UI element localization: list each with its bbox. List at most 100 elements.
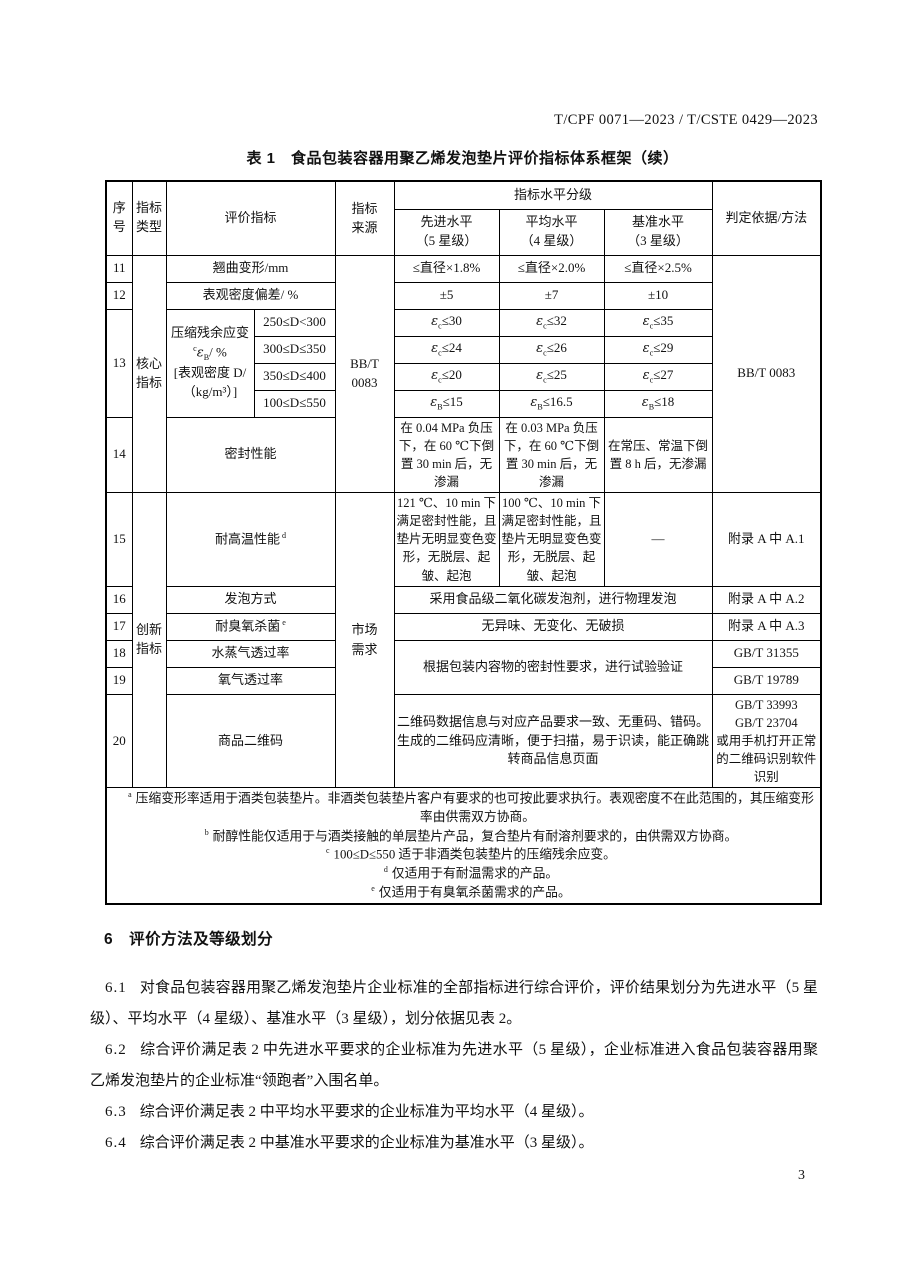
level-value-cell: 在常压、常温下倒置 8 h 后，无渗漏 xyxy=(603,416,713,493)
epsilon-subscript: c xyxy=(543,375,547,385)
epsilon-subscript: c xyxy=(438,375,442,385)
clause-number: 6.3 xyxy=(105,1104,127,1121)
section-6: 6 评价方法及等级划分 6.1 对食品包装容器用聚乙烯发泡垫片企业标准的全部指标进行… xyxy=(90,927,818,1159)
epsilon-symbol: ε xyxy=(536,341,544,357)
table-header-row: 先进水平 （5 星级） 平均水平 （4 星级） 基准水平 （3 星级） xyxy=(106,208,821,256)
footnote: b 耐醇性能仅适用于与酒类接触的单层垫片产品，复合垫片有耐溶剂要求的，由供需双方协… xyxy=(109,827,818,846)
epsilon-symbol: ε xyxy=(530,395,538,411)
level-value-cell: ≤直径×2.0% xyxy=(498,254,605,283)
header-source-label: 指标来源 xyxy=(351,200,378,236)
level-name: 基准水平 xyxy=(632,214,685,230)
basis-cell: 附录 A 中 A.2 xyxy=(711,585,822,614)
clause-text: 综合评价满足表 2 中先进水平要求的企业标准为先进水平（5 星级），企业标准进入… xyxy=(90,1041,818,1089)
level-value: ≤25 xyxy=(546,367,567,383)
level-value-cell: εc≤29 xyxy=(603,335,713,364)
level-value-cell: ≤直径×2.5% xyxy=(603,254,713,283)
epsilon-symbol: ε xyxy=(431,314,439,330)
epsilon-symbol: ε xyxy=(536,368,544,384)
level-value: ≤20 xyxy=(441,367,462,383)
indicator-cell: 表观密度偏差/ % xyxy=(165,281,336,310)
header-basis: 判定依据/方法 xyxy=(711,180,822,256)
source-market-cell: 市场需求 xyxy=(334,491,395,789)
epsilon-subscript: c xyxy=(649,375,654,385)
level-value-cell: 121 ℃、10 min 下满足密封性能，且垫片无明显变色变形，无脱层、起皱、起… xyxy=(393,492,500,587)
clause-6-4: 6.4 综合评价满足表 2 中基准水平要求的企业标准为基准水平（3 星级）。 xyxy=(90,1128,818,1159)
merged-value-cell: 根据包装内容物的密封性要求，进行试验验证 xyxy=(393,639,713,695)
epsilon-subscript: c xyxy=(543,321,547,331)
footnote-marker: c xyxy=(326,846,330,856)
row-number-cell: 14 xyxy=(105,416,133,493)
table-row: 13 压缩残余应变 cεB/ % [表观密度 D/ （kg/m³）] 250≤D… xyxy=(105,308,821,418)
header-type: 指标类型 xyxy=(131,180,167,256)
level-value-cell: 100 ℃、10 min 下满足密封性能，且垫片无明显变色变形，无脱层、起皱、起… xyxy=(498,492,605,587)
indicator-cell: 氧气透过率 xyxy=(165,666,336,695)
density-range-cell: 350≤D≤400 xyxy=(253,362,336,391)
level-value: ≤35 xyxy=(653,313,674,329)
footnote: c 100≤D≤550 适于非酒类包装垫片的压缩残余应变。 xyxy=(109,845,818,864)
level-value: ≤18 xyxy=(654,394,675,410)
indicator-line: （kg/m³）] xyxy=(182,383,238,399)
level-value: ≤30 xyxy=(441,313,462,329)
epsilon-subscript: c xyxy=(543,348,547,358)
level-value-cell: — xyxy=(603,492,713,587)
epsilon-symbol: ε xyxy=(431,341,439,357)
table-row: 20 商品二维码 二维码数据信息与对应产品要求一致、无重码、错码。生成的二维码应… xyxy=(105,693,822,789)
table-row: 17 耐臭氧杀菌 e 无异味、无变化、无破损 附录 A 中 A.3 xyxy=(105,612,822,641)
header-level-baseline: 基准水平 （3 星级） xyxy=(603,208,713,256)
level-value-cell: εc≤26 xyxy=(498,335,605,364)
epsilon-symbol: ε xyxy=(536,314,544,330)
indicator-cell: 翘曲变形/mm xyxy=(165,254,336,283)
section-heading: 6 评价方法及等级划分 xyxy=(90,927,818,949)
footnote: a 压缩变形率适用于酒类包装垫片。非酒类包装垫片客户有要求的也可按此要求执行。表观… xyxy=(109,789,818,826)
row-number-cell: 16 xyxy=(105,585,133,614)
evaluation-indicator-table: 序号 指标类型 评价指标 指标来源 指标水平分级 判定依据/方法 先进水平 （5… xyxy=(105,180,823,905)
clause-text: 综合评价满足表 2 中平均水平要求的企业标准为平均水平（4 星级）。 xyxy=(139,1104,594,1121)
clause-6-3: 6.3 综合评价满足表 2 中平均水平要求的企业标准为平均水平（4 星级）。 xyxy=(90,1097,818,1128)
footnote: d 仅适用于有耐温需求的产品。 xyxy=(109,864,818,883)
indicator-cell: 发泡方式 xyxy=(165,585,336,614)
level-name: 平均水平 xyxy=(525,214,578,230)
level-star: （5 星级） xyxy=(415,233,478,248)
clause-6-1: 6.1 对食品包装容器用聚乙烯发泡垫片企业标准的全部指标进行综合评价，评价结果划分… xyxy=(90,973,818,1035)
epsilon-symbol: ε xyxy=(642,368,650,384)
footnote-marker: a xyxy=(128,790,132,800)
level-value: ≤26 xyxy=(546,340,567,356)
epsilon-subscript: B xyxy=(437,402,443,412)
footnote-marker: d xyxy=(383,865,388,875)
density-range-cell: 250≤D<300 xyxy=(253,308,336,337)
header-level-average: 平均水平 （4 星级） xyxy=(498,208,605,256)
row-number-cell: 18 xyxy=(105,639,133,668)
group-innovation-cell: 创新指标 xyxy=(131,491,167,789)
table-row: 14 密封性能 在 0.04 MPa 负压下，在 60 ℃下倒置 30 min … xyxy=(105,416,821,493)
epsilon-symbol: ε xyxy=(196,345,204,361)
header-level-group: 指标水平分级 xyxy=(393,180,713,210)
level-star: （3 星级） xyxy=(627,233,689,248)
epsilon-subscript: c xyxy=(438,348,442,358)
footnote-ref: e xyxy=(282,618,286,628)
footnote-text: 100≤D≤550 适于非酒类包装垫片的压缩残余应变。 xyxy=(333,847,616,862)
level-value: ≤29 xyxy=(653,340,674,356)
indicator-label: 耐高温性能 xyxy=(214,531,280,547)
indicator-label: 耐臭氧杀菌 xyxy=(215,618,281,634)
row-number-cell: 19 xyxy=(105,666,133,695)
level-value: ≤24 xyxy=(441,340,462,356)
header-indicator: 评价指标 xyxy=(165,180,336,256)
basis-standard: GB/T 23704 xyxy=(734,715,798,730)
footnote-row: a 压缩变形率适用于酒类包装垫片。非酒类包装垫片客户有要求的也可按此要求执行。表观… xyxy=(105,787,822,905)
indicator-unit: / % xyxy=(209,344,227,360)
level-value-cell: 在 0.04 MPa 负压下，在 60 ℃下倒置 30 min 后，无渗漏 xyxy=(393,416,500,493)
clause-text: 综合评价满足表 2 中基准水平要求的企业标准为基准水平（3 星级）。 xyxy=(139,1135,594,1152)
merged-value-cell: 采用食品级二氧化碳发泡剂，进行物理发泡 xyxy=(393,585,713,614)
basis-cell: GB/T 19789 xyxy=(711,666,822,695)
footnote: e 仅适用于有臭氧杀菌需求的产品。 xyxy=(109,883,818,902)
level-value-cell: 在 0.03 MPa 负压下，在 60 ℃下倒置 30 min 后，无渗漏 xyxy=(498,416,605,493)
indicator-line: cεB/ % xyxy=(169,343,252,364)
row-number-cell: 15 xyxy=(105,492,133,587)
footnote-marker: b xyxy=(204,827,209,837)
level-value-cell: εB≤15 xyxy=(393,389,500,418)
level-value-cell: εc≤25 xyxy=(498,362,605,391)
clause-text: 对食品包装容器用聚乙烯发泡垫片企业标准的全部指标进行综合评价，评价结果划分为先进… xyxy=(90,979,818,1027)
indicator-cell: 耐臭氧杀菌 e xyxy=(165,612,336,641)
table-row: 19 氧气透过率 GB/T 19789 xyxy=(105,666,822,695)
